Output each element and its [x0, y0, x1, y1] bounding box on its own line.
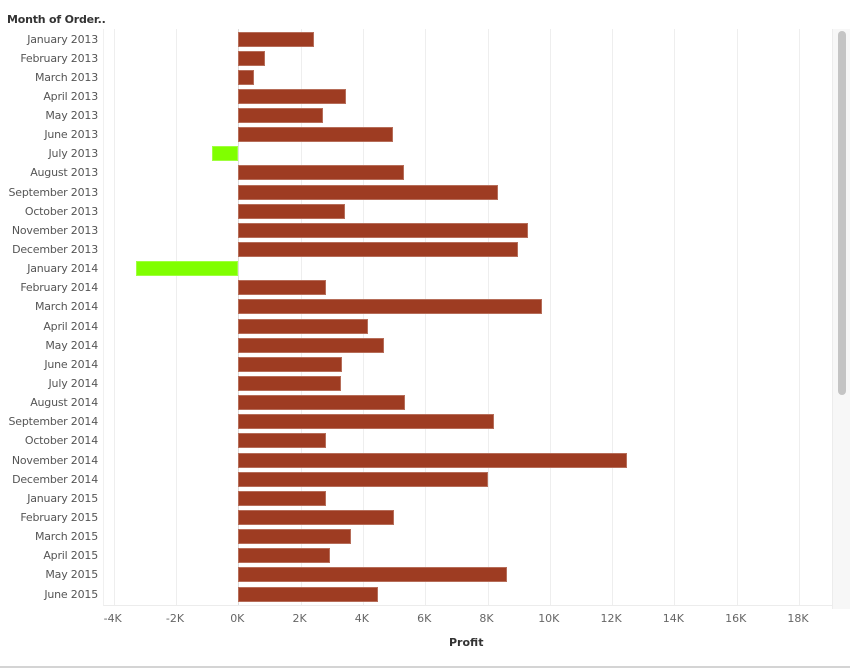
bar-january-2014[interactable]: [136, 261, 239, 277]
bar-september-2014[interactable]: [238, 414, 495, 430]
bar-november-2014[interactable]: [238, 452, 627, 468]
gridline: [176, 29, 177, 605]
x-tick-label: 2K: [292, 612, 307, 625]
bar-june-2013[interactable]: [238, 127, 394, 143]
row-label[interactable]: October 2013: [24, 204, 98, 218]
x-tick-label: 16K: [725, 612, 747, 625]
bar-january-2015[interactable]: [238, 490, 327, 506]
bar-july-2014[interactable]: [238, 376, 341, 392]
x-tick-label: -2K: [165, 612, 185, 625]
row-label[interactable]: April 2014: [43, 319, 98, 333]
row-label[interactable]: August 2014: [30, 396, 98, 410]
vertical-scrollbar[interactable]: [832, 29, 850, 609]
row-label[interactable]: March 2013: [34, 70, 98, 84]
x-tick-label: 12K: [600, 612, 622, 625]
row-label[interactable]: March 2014: [34, 300, 98, 314]
row-label[interactable]: December 2014: [12, 472, 98, 486]
gridline: [674, 29, 676, 605]
bar-may-2014[interactable]: [238, 337, 384, 353]
gridline: [487, 29, 489, 605]
bar-december-2014[interactable]: [238, 471, 489, 487]
row-label[interactable]: February 2013: [20, 51, 98, 65]
bar-june-2015[interactable]: [238, 586, 379, 602]
bar-december-2013[interactable]: [238, 242, 519, 258]
gridline: [113, 29, 115, 605]
bar-november-2013[interactable]: [238, 222, 529, 238]
plot-area: [103, 29, 833, 606]
x-tick-label: 4K: [354, 612, 369, 625]
row-label[interactable]: January 2015: [27, 491, 98, 505]
row-label[interactable]: May 2015: [45, 568, 98, 582]
zero-line: [238, 29, 240, 605]
row-label[interactable]: January 2013: [27, 32, 98, 46]
bar-august-2013[interactable]: [238, 165, 404, 181]
x-tick-label: 6K: [417, 612, 432, 625]
bar-june-2014[interactable]: [238, 356, 342, 372]
row-field-header[interactable]: Month of Order..: [7, 13, 106, 26]
row-label[interactable]: September 2014: [8, 415, 99, 429]
row-label[interactable]: December 2013: [12, 243, 98, 257]
row-label[interactable]: April 2015: [43, 549, 98, 563]
row-label[interactable]: June 2014: [44, 357, 98, 371]
bar-october-2013[interactable]: [238, 203, 346, 219]
gridline: [612, 29, 614, 605]
bar-march-2015[interactable]: [238, 529, 352, 545]
scrollbar-thumb[interactable]: [838, 31, 846, 395]
bar-january-2013[interactable]: [238, 31, 314, 47]
row-label[interactable]: February 2015: [20, 511, 98, 524]
bar-april-2014[interactable]: [238, 318, 369, 334]
x-tick-label: 10K: [538, 612, 560, 625]
bar-february-2014[interactable]: [238, 280, 326, 296]
row-label[interactable]: October 2014: [24, 434, 98, 448]
bar-july-2013[interactable]: [211, 146, 239, 162]
bottom-divider: [0, 666, 850, 668]
row-label[interactable]: May 2014: [45, 338, 98, 352]
bar-february-2015[interactable]: [238, 510, 395, 525]
x-tick-label: 14K: [662, 612, 684, 625]
row-label[interactable]: November 2013: [11, 223, 98, 237]
bar-august-2014[interactable]: [238, 395, 405, 411]
gridline: [362, 29, 364, 605]
gridline: [736, 29, 738, 605]
row-label[interactable]: August 2013: [30, 166, 98, 180]
row-label[interactable]: February 2014: [20, 281, 98, 295]
x-axis-title: Profit: [449, 636, 484, 649]
bar-september-2013[interactable]: [238, 184, 498, 200]
bar-may-2015[interactable]: [238, 567, 508, 583]
x-tick-label: 18K: [787, 612, 809, 625]
bar-march-2014[interactable]: [238, 299, 542, 315]
bar-may-2013[interactable]: [238, 108, 324, 124]
gridline: [425, 29, 427, 605]
row-label[interactable]: April 2013: [43, 89, 98, 103]
gridline: [799, 29, 800, 605]
row-label[interactable]: January 2014: [27, 262, 98, 276]
x-tick-label: -4K: [103, 612, 122, 625]
row-label[interactable]: March 2015: [34, 530, 98, 544]
row-label[interactable]: July 2014: [48, 377, 99, 391]
x-axis-ticks: -4K -2K 0K 2K 4K 6K 8K 10K 12K 14K 16K 18K: [103, 612, 832, 630]
row-label[interactable]: November 2014: [11, 453, 98, 467]
row-label[interactable]: June 2015: [44, 587, 98, 601]
row-label[interactable]: July 2013: [48, 147, 99, 161]
gridline: [549, 29, 551, 605]
bar-march-2013[interactable]: [238, 69, 254, 85]
bar-april-2013[interactable]: [238, 88, 347, 104]
row-label[interactable]: May 2013: [45, 109, 98, 123]
bar-february-2013[interactable]: [238, 50, 266, 66]
x-tick-label: 8K: [479, 612, 494, 625]
gridline: [300, 29, 302, 605]
x-tick-label: 0K: [230, 612, 245, 625]
row-label[interactable]: September 2013: [8, 185, 99, 199]
bar-october-2014[interactable]: [238, 433, 326, 449]
bar-april-2015[interactable]: [238, 548, 331, 564]
row-label[interactable]: June 2013: [44, 128, 98, 142]
